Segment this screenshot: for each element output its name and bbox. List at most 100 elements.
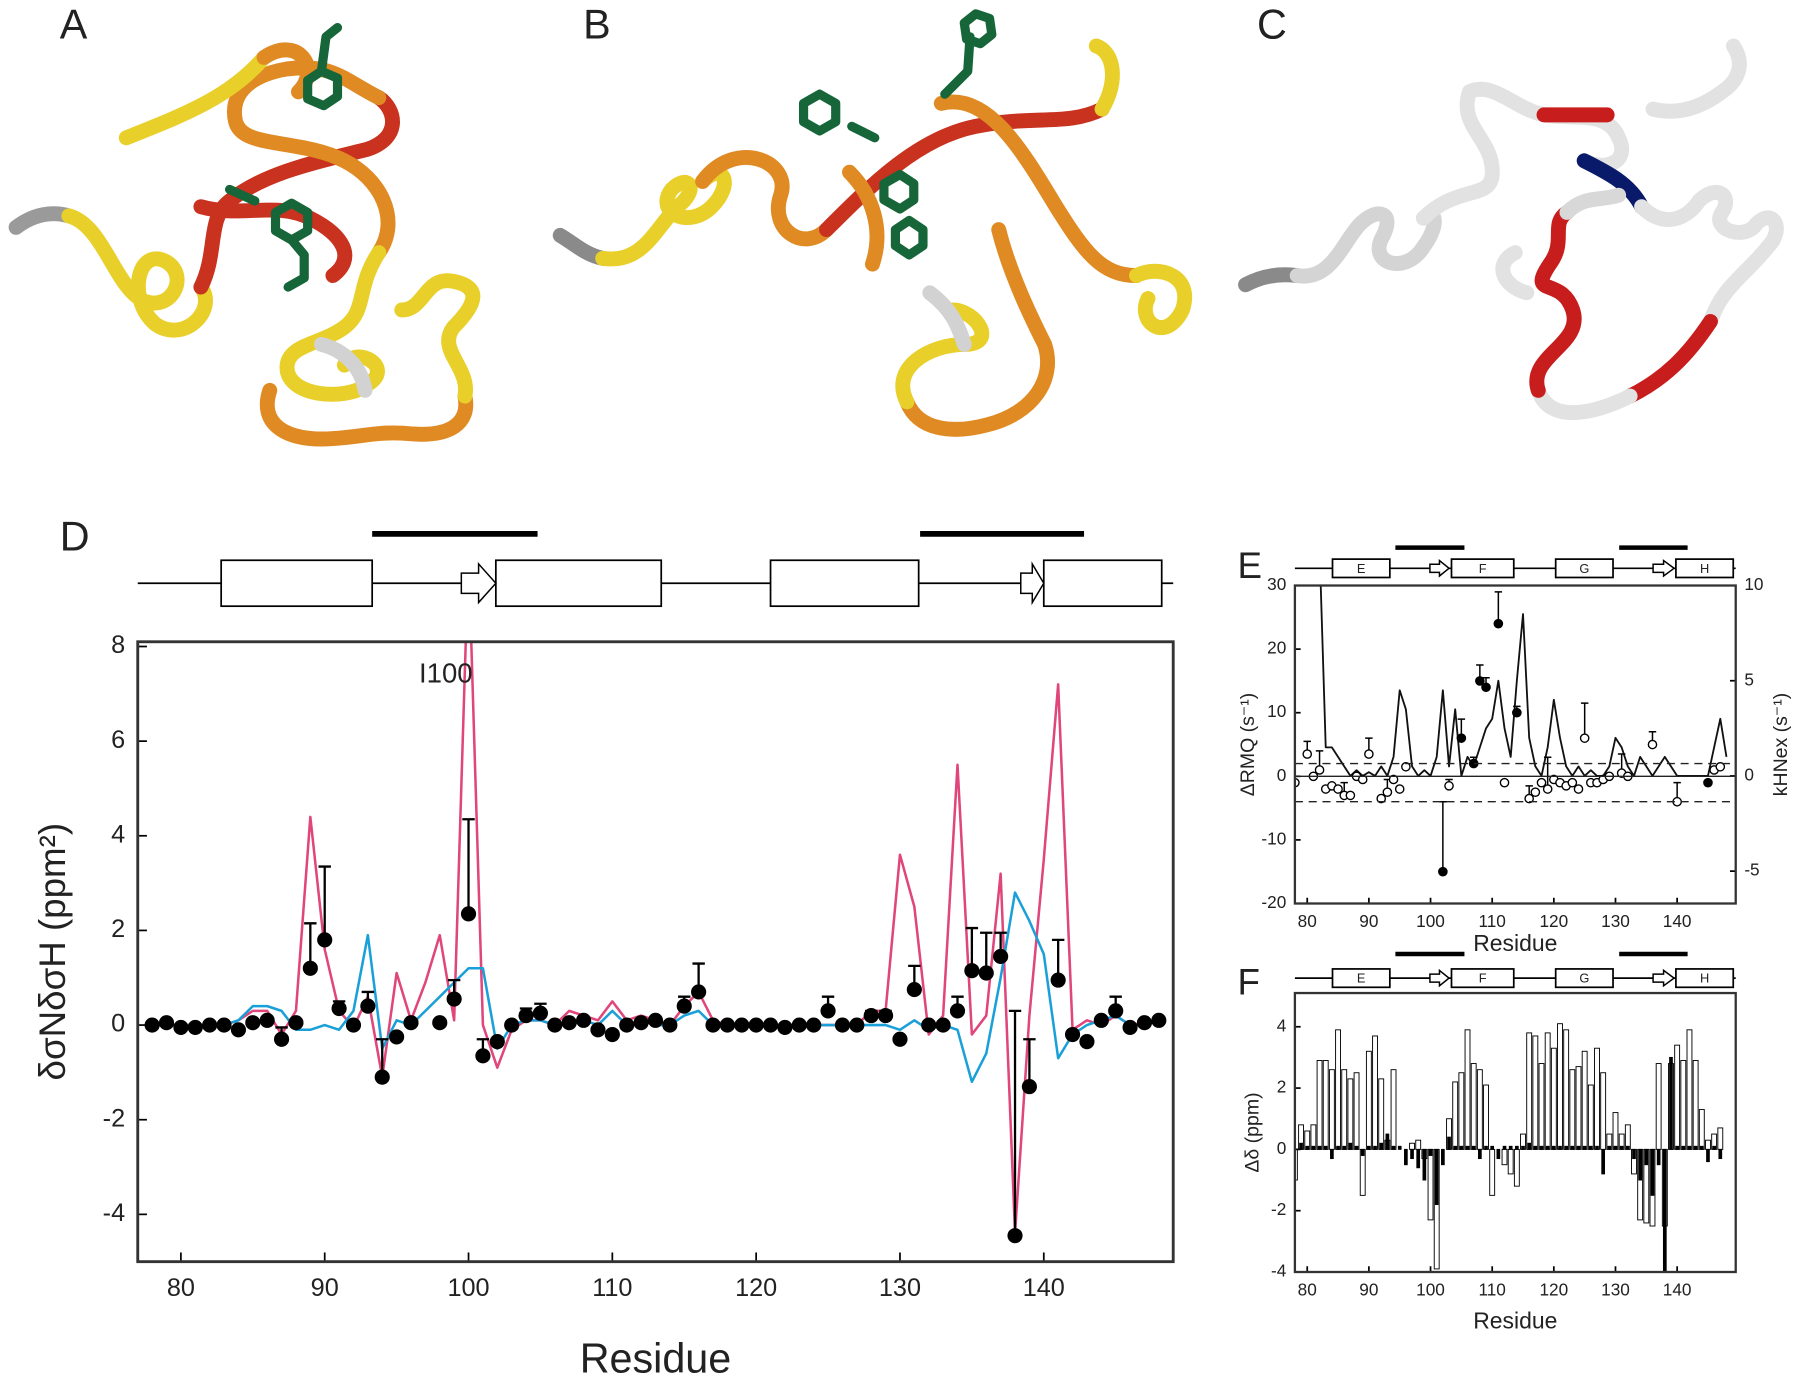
data-point [1050,972,1066,988]
x-tick-label: 80 [167,1274,195,1302]
data-point [1512,707,1522,718]
data-point [446,991,462,1007]
plot-area [144,641,1167,1244]
bar [1476,1069,1483,1150]
data-point [1394,784,1405,794]
bar [1674,1044,1681,1150]
bar [1699,1145,1704,1150]
bar [1483,1084,1489,1150]
bar [1607,1145,1612,1150]
bar [1527,1142,1532,1150]
bar [1347,1078,1354,1150]
data-point [158,1015,175,1031]
bar [1508,1145,1513,1150]
bar [1390,1069,1397,1150]
data-point [432,1015,448,1031]
error-bar [462,818,475,914]
x-tick-label: 140 [1023,1274,1065,1302]
bar [1373,1145,1377,1150]
bar [1638,1148,1642,1181]
helix [1675,968,1735,989]
y2-tick-label: -5 [1744,860,1759,880]
bar [1353,1072,1360,1150]
y2-tick-label: 10 [1744,574,1763,594]
y-tick-label: 4 [111,820,125,848]
data-point [993,948,1009,965]
helix [1675,558,1735,579]
x-tick-label: 120 [1539,911,1568,931]
bar [1354,1145,1359,1150]
data-point [245,1015,261,1031]
y-tick-label: 2 [1277,1077,1287,1097]
helix [220,559,374,608]
data-point [518,1008,534,1024]
helix [1554,558,1614,579]
helix [1554,968,1614,989]
bar [1538,1063,1545,1150]
data-point [547,1017,563,1033]
plot-area [1294,585,1728,877]
data-point [1357,774,1368,785]
bar [1447,1136,1451,1150]
data-point [1388,774,1399,785]
data-point [1475,676,1485,686]
data-point [820,1003,836,1019]
data-point [863,1008,879,1024]
x-tick-label: 120 [735,1274,777,1302]
bar [1662,1148,1667,1272]
bar [1563,1029,1570,1150]
bar [1686,1029,1693,1150]
x-tick-label: 130 [1601,1279,1630,1299]
panel-label: F [1238,962,1260,1003]
bar [1632,1148,1636,1160]
bar [1441,1148,1445,1166]
data-point [230,1022,247,1038]
y-tick-label: -20 [1261,892,1286,912]
bar [1581,1050,1588,1150]
data-point [1151,1012,1167,1028]
y-tick-label: 6 [111,726,125,754]
helix [769,559,920,608]
bar [1471,1145,1476,1150]
bar [1458,1072,1465,1150]
helix [1331,968,1391,989]
bar [1680,1060,1687,1150]
bar [1539,1145,1544,1150]
data-point [1542,784,1553,794]
bar [1594,1047,1600,1150]
data-point [1530,787,1541,798]
data-point [791,1017,807,1033]
data-point [806,1017,822,1033]
bar [1409,1142,1415,1150]
x-tick-label: 140 [1663,911,1692,931]
y-tick-label: -4 [103,1199,125,1227]
bar [1311,1145,1316,1150]
error-bar [1023,1038,1036,1087]
x-tick-label: 100 [1416,1279,1445,1299]
bar [1348,1142,1353,1150]
error-bar [1580,702,1589,739]
helix-label: G [1579,561,1589,576]
bar [1310,1124,1317,1150]
bar [1434,1148,1439,1206]
y-tick-label: 0 [1277,765,1287,785]
bar [1588,1145,1593,1150]
y-tick-label: -4 [1271,1261,1287,1281]
data-point [1703,777,1713,788]
data-point [734,1017,750,1033]
y2-tick-label: 0 [1744,764,1754,784]
data-point [647,1012,664,1028]
data-point [475,1048,491,1064]
bar [1317,1145,1322,1150]
bar [1521,1145,1525,1150]
bar [1526,1032,1533,1150]
bar [1687,1145,1692,1150]
data-point [288,1015,304,1031]
structure-a [8,23,481,447]
bar [1619,1145,1624,1150]
data-point [1567,777,1578,788]
bar [1587,1084,1594,1150]
bar [1502,1145,1507,1150]
bar [1533,1145,1538,1150]
